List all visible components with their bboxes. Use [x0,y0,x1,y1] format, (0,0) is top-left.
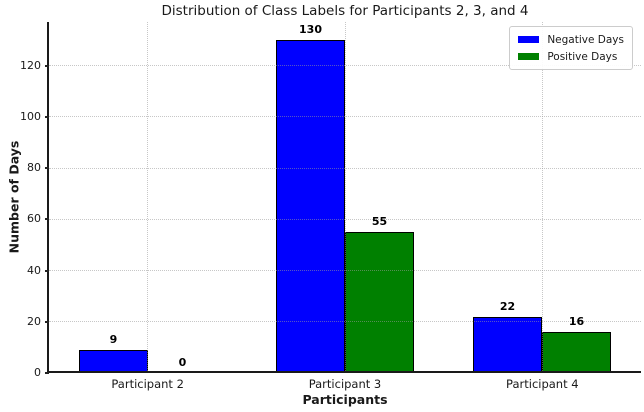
legend-label-negative-days: Negative Days [547,33,624,46]
gridline-vertical [147,22,149,373]
value-label-positive-days-participant-4: 16 [568,315,585,328]
legend-swatch-positive-days [518,53,540,60]
y-tick-mark [45,320,49,323]
y-tick-label: 80 [27,161,41,175]
y-tick-label: 120 [20,58,41,72]
bar-positive-days-participant-3 [345,232,414,373]
x-axis-spine [47,371,641,373]
value-label-negative-days-participant-2: 9 [109,333,118,346]
bar-negative-days-participant-3 [276,40,345,373]
y-tick-mark [45,269,49,272]
gridline-vertical [541,22,543,373]
y-tick-mark [45,167,49,170]
y-axis-spine [47,22,49,373]
y-axis-label: Number of Days [6,140,22,254]
x-tick-label-participant-4: Participant 4 [506,377,579,391]
bar-positive-days-participant-4 [542,332,611,373]
x-tick-label-participant-2: Participant 2 [111,377,184,391]
y-tick-mark [45,372,49,374]
legend-label-positive-days: Positive Days [547,50,618,63]
y-tick-mark [45,218,49,221]
x-tick-label-participant-3: Participant 3 [308,377,382,391]
legend-swatch-negative-days [518,36,540,43]
value-label-negative-days-participant-4: 22 [499,300,516,313]
y-tick-label: 100 [20,109,41,123]
y-tick-label: 40 [27,263,41,277]
legend: Negative Days Positive Days [509,26,633,70]
y-tick-label: 20 [27,314,41,328]
value-label-positive-days-participant-3: 55 [371,215,388,228]
x-axis-label: Participants [302,392,388,407]
gridline-vertical [344,22,346,373]
legend-row-negative-days: Negative Days [518,33,624,46]
legend-row-positive-days: Positive Days [518,50,624,63]
y-tick-label: 0 [34,366,41,379]
y-tick-mark [45,64,49,67]
bar-negative-days-participant-4 [473,317,542,373]
value-label-positive-days-participant-2: 0 [178,356,187,369]
y-tick-mark [45,115,49,118]
y-tick-label: 60 [27,212,41,226]
value-label-negative-days-participant-3: 130 [299,23,322,36]
chart-title: Distribution of Class Labels for Partici… [161,3,529,19]
